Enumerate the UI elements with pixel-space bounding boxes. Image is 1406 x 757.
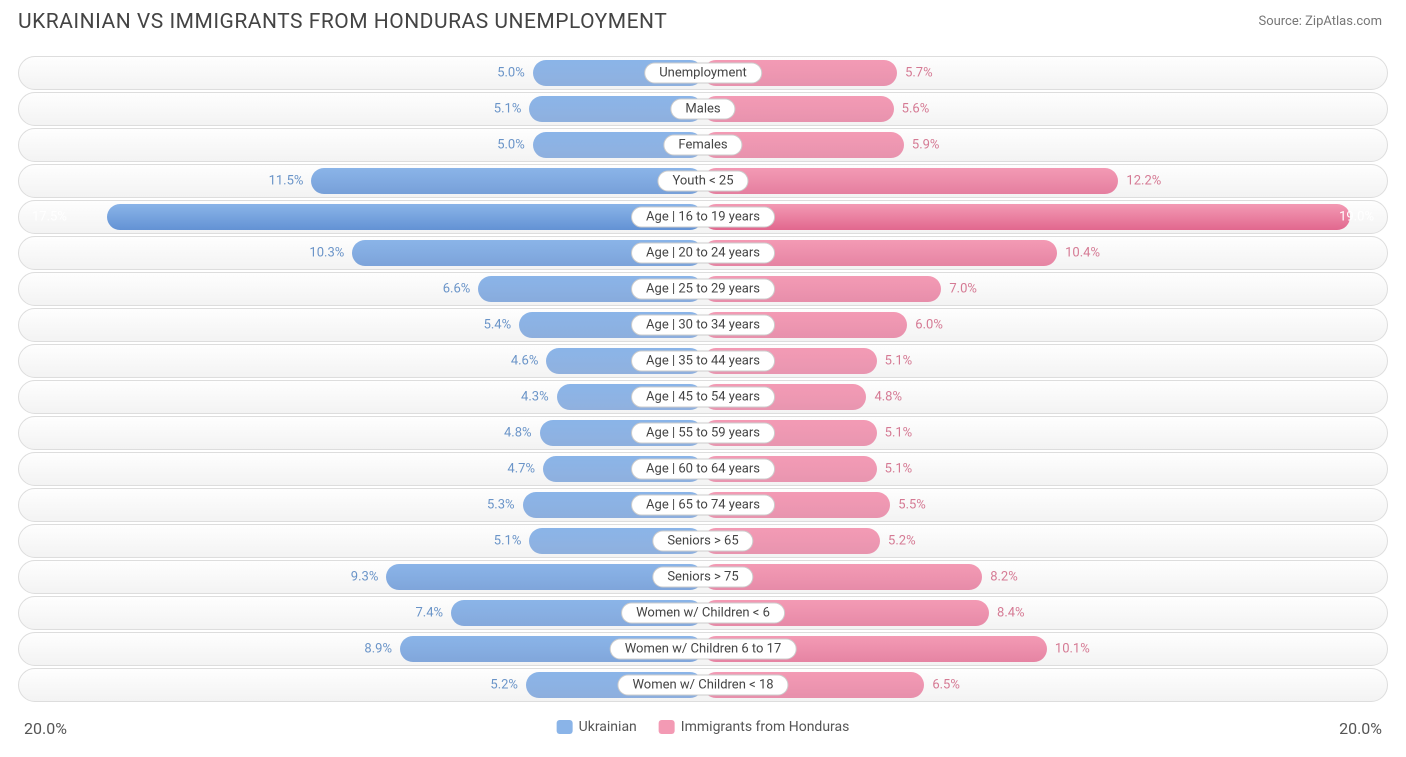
value-label-left: 4.6% — [511, 354, 539, 369]
value-label-right: 12.2% — [1126, 174, 1161, 189]
chart-row: 11.5% 12.2% Youth < 25 — [18, 164, 1388, 198]
value-label-left: 5.0% — [497, 138, 525, 153]
value-label-right: 5.1% — [885, 354, 913, 369]
chart-row: 5.4% 6.0% Age | 30 to 34 years — [18, 308, 1388, 342]
chart-row: 6.6% 7.0% Age | 25 to 29 years — [18, 272, 1388, 306]
chart-row: 5.0% 5.9% Females — [18, 128, 1388, 162]
category-label: Seniors > 75 — [652, 567, 753, 588]
value-label-right: 8.4% — [997, 606, 1025, 621]
value-label-left: 5.1% — [494, 102, 522, 117]
bar-right — [703, 168, 1118, 194]
legend-swatch — [659, 720, 675, 734]
value-label-right: 10.1% — [1055, 642, 1090, 657]
category-label: Women w/ Children < 18 — [617, 675, 788, 696]
chart-row: 10.3% 10.4% Age | 20 to 24 years — [18, 236, 1388, 270]
value-label-left: 4.7% — [507, 462, 535, 477]
value-label-right: 6.0% — [915, 318, 943, 333]
category-label: Age | 55 to 59 years — [631, 423, 775, 444]
value-label-right: 5.1% — [885, 426, 913, 441]
category-label: Age | 16 to 19 years — [631, 207, 775, 228]
value-label-right: 19.0% — [1339, 210, 1374, 225]
value-label-right: 5.7% — [905, 66, 933, 81]
value-label-left: 7.4% — [415, 606, 443, 621]
chart-row: 17.5% 19.0% Age | 16 to 19 years — [18, 200, 1388, 234]
category-label: Females — [663, 135, 742, 156]
value-label-left: 6.6% — [443, 282, 471, 297]
chart-row: 5.0% 5.7% Unemployment — [18, 56, 1388, 90]
value-label-left: 5.3% — [487, 498, 515, 513]
chart-row: 5.2% 6.5% Women w/ Children < 18 — [18, 668, 1388, 702]
value-label-left: 4.8% — [504, 426, 532, 441]
chart-row: 5.3% 5.5% Age | 65 to 74 years — [18, 488, 1388, 522]
source-attribution: Source: ZipAtlas.com — [1258, 14, 1382, 29]
axis-max-left: 20.0% — [24, 719, 67, 738]
value-label-left: 9.3% — [351, 570, 379, 585]
category-label: Age | 30 to 34 years — [631, 315, 775, 336]
value-label-left: 5.4% — [484, 318, 512, 333]
chart-row: 5.1% 5.2% Seniors > 65 — [18, 524, 1388, 558]
value-label-right: 6.5% — [932, 678, 960, 693]
legend: Ukrainian Immigrants from Honduras — [557, 719, 850, 735]
value-label-left: 5.2% — [490, 678, 518, 693]
category-label: Unemployment — [644, 63, 762, 84]
value-label-right: 4.8% — [874, 390, 902, 405]
bar-right — [703, 204, 1350, 230]
chart-footer: 20.0% 20.0% Ukrainian Immigrants from Hon… — [18, 713, 1388, 743]
legend-swatch — [557, 720, 573, 734]
category-label: Youth < 25 — [657, 171, 748, 192]
bar-left — [311, 168, 703, 194]
chart-row: 5.1% 5.6% Males — [18, 92, 1388, 126]
chart-area: 5.0% 5.7% Unemployment 5.1% 5.6% Males 5.0% 5.9… — [18, 56, 1388, 705]
legend-item: Ukrainian — [557, 719, 637, 735]
value-label-left: 4.3% — [521, 390, 549, 405]
chart-row: 4.8% 5.1% Age | 55 to 59 years — [18, 416, 1388, 450]
value-label-left: 17.5% — [32, 210, 67, 225]
value-label-left: 5.0% — [497, 66, 525, 81]
chart-row: 4.3% 4.8% Age | 45 to 54 years — [18, 380, 1388, 414]
value-label-right: 7.0% — [949, 282, 977, 297]
legend-label: Ukrainian — [579, 719, 637, 735]
category-label: Males — [670, 99, 735, 120]
axis-max-right: 20.0% — [1339, 719, 1382, 738]
category-label: Seniors > 65 — [652, 531, 753, 552]
value-label-right: 5.1% — [885, 462, 913, 477]
bar-left — [107, 204, 703, 230]
value-label-left: 8.9% — [364, 642, 392, 657]
chart-title: UKRAINIAN VS IMMIGRANTS FROM HONDURAS UN… — [18, 10, 667, 34]
value-label-right: 10.4% — [1065, 246, 1100, 261]
category-label: Age | 65 to 74 years — [631, 495, 775, 516]
category-label: Age | 25 to 29 years — [631, 279, 775, 300]
value-label-left: 10.3% — [309, 246, 344, 261]
category-label: Women w/ Children < 6 — [621, 603, 785, 624]
chart-row: 4.7% 5.1% Age | 60 to 64 years — [18, 452, 1388, 486]
value-label-right: 5.2% — [888, 534, 916, 549]
legend-label: Immigrants from Honduras — [681, 719, 850, 735]
value-label-right: 5.5% — [898, 498, 926, 513]
category-label: Women w/ Children 6 to 17 — [610, 639, 797, 660]
chart-row: 9.3% 8.2% Seniors > 75 — [18, 560, 1388, 594]
chart-row: 7.4% 8.4% Women w/ Children < 6 — [18, 596, 1388, 630]
chart-row: 8.9% 10.1% Women w/ Children 6 to 17 — [18, 632, 1388, 666]
legend-item: Immigrants from Honduras — [659, 719, 850, 735]
category-label: Age | 60 to 64 years — [631, 459, 775, 480]
category-label: Age | 45 to 54 years — [631, 387, 775, 408]
value-label-right: 5.6% — [902, 102, 930, 117]
value-label-left: 11.5% — [269, 174, 304, 189]
value-label-right: 8.2% — [990, 570, 1018, 585]
value-label-left: 5.1% — [494, 534, 522, 549]
category-label: Age | 20 to 24 years — [631, 243, 775, 264]
chart-row: 4.6% 5.1% Age | 35 to 44 years — [18, 344, 1388, 378]
value-label-right: 5.9% — [912, 138, 940, 153]
category-label: Age | 35 to 44 years — [631, 351, 775, 372]
